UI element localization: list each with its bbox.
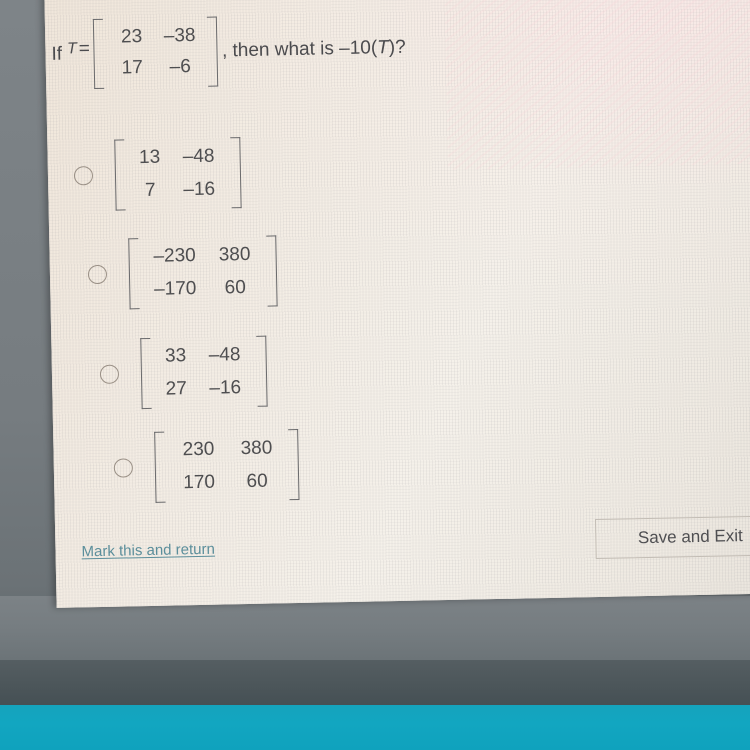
matrix-cell: –38 bbox=[163, 24, 196, 47]
radio-button-icon-3[interactable] bbox=[99, 364, 120, 385]
matrix-cell: 230 bbox=[182, 438, 215, 461]
matrix-cell: 23 bbox=[120, 26, 143, 48]
question-tail-variable: T bbox=[376, 36, 390, 59]
matrix-cell: 33 bbox=[164, 345, 187, 367]
matrix-cell: –170 bbox=[153, 277, 197, 300]
matrix-row: 23 –38 bbox=[107, 21, 204, 54]
matrix-cell: –48 bbox=[208, 344, 241, 366]
question-equals: = bbox=[78, 37, 91, 60]
matrix-cell: 27 bbox=[165, 377, 188, 400]
matrix-row: 33 –48 bbox=[154, 339, 253, 374]
question-tail: , then what is –10(T)? bbox=[222, 37, 406, 63]
bracket-right-icon bbox=[256, 335, 268, 408]
matrix-cell: –16 bbox=[209, 376, 242, 399]
question-text: If T = 23 –38 17 –6 bbox=[51, 13, 407, 90]
question-matrix: 23 –38 17 –6 bbox=[93, 16, 219, 89]
matrix-row: 17 –6 bbox=[108, 52, 205, 85]
matrix-cell: 60 bbox=[246, 470, 268, 492]
matrix-cell: 13 bbox=[138, 146, 161, 169]
matrix-cell: –230 bbox=[153, 245, 196, 267]
matrix-cell: 170 bbox=[183, 471, 216, 493]
answer-option-2[interactable]: –230 380 –170 60 bbox=[87, 235, 278, 310]
matrix-row: 13 –48 bbox=[128, 140, 227, 175]
bracket-left-icon bbox=[154, 431, 166, 504]
quiz-page: If T = 23 –38 17 –6 bbox=[44, 0, 750, 608]
matrix-cell: 7 bbox=[144, 179, 156, 201]
question-tail-after: )? bbox=[388, 36, 406, 58]
answer-option-1[interactable]: 13 –48 7 –16 bbox=[73, 137, 242, 212]
bracket-left-icon bbox=[128, 238, 140, 310]
matrix-row: 27 –16 bbox=[155, 372, 254, 407]
answer-option-3[interactable]: 33 –48 27 –16 bbox=[99, 335, 268, 411]
question-prefix: If bbox=[51, 43, 63, 65]
option-1-matrix: 13 –48 7 –16 bbox=[114, 137, 242, 211]
bracket-right-icon bbox=[288, 428, 300, 501]
matrix-cell: –6 bbox=[169, 55, 192, 78]
matrix-cell: –48 bbox=[182, 145, 215, 168]
radio-button-icon-1[interactable] bbox=[73, 166, 94, 186]
matrix-row: –230 380 bbox=[142, 239, 263, 274]
page-footer: Mark this and return Save and Exit bbox=[55, 515, 750, 592]
option-3-matrix: 33 –48 27 –16 bbox=[140, 335, 268, 410]
bracket-right-icon bbox=[207, 16, 219, 87]
answer-option-4[interactable]: 230 380 170 60 bbox=[113, 428, 300, 504]
matrix-row: 170 60 bbox=[169, 465, 286, 500]
question-tail-before: , then what is –10( bbox=[221, 37, 378, 62]
radio-button-icon-2[interactable] bbox=[87, 264, 108, 285]
matrix-cell: 60 bbox=[224, 276, 247, 299]
matrix-row: 7 –16 bbox=[129, 173, 228, 208]
bracket-left-icon bbox=[93, 18, 105, 89]
bracket-left-icon bbox=[114, 139, 126, 211]
question-variable: T bbox=[66, 40, 77, 58]
matrix-row: 230 380 bbox=[168, 432, 285, 467]
screen-bezel-lower bbox=[0, 660, 750, 708]
matrix-cell: 380 bbox=[218, 243, 251, 266]
matrix-cell: –16 bbox=[183, 178, 216, 200]
bracket-right-icon bbox=[266, 235, 278, 307]
matrix-row: –170 60 bbox=[143, 271, 264, 306]
option-4-matrix: 230 380 170 60 bbox=[154, 428, 300, 504]
save-and-exit-button[interactable]: Save and Exit bbox=[594, 515, 750, 560]
matrix-cell: 380 bbox=[240, 437, 273, 460]
bracket-right-icon bbox=[230, 137, 242, 209]
option-2-matrix: –230 380 –170 60 bbox=[128, 235, 278, 310]
bracket-left-icon bbox=[140, 337, 152, 410]
desktop-accent-band bbox=[0, 705, 750, 750]
radio-button-icon-4[interactable] bbox=[113, 458, 134, 478]
mark-this-and-return-link[interactable]: Mark this and return bbox=[81, 540, 216, 561]
page-content: If T = 23 –38 17 –6 bbox=[44, 0, 750, 608]
matrix-cell: 17 bbox=[121, 56, 144, 79]
